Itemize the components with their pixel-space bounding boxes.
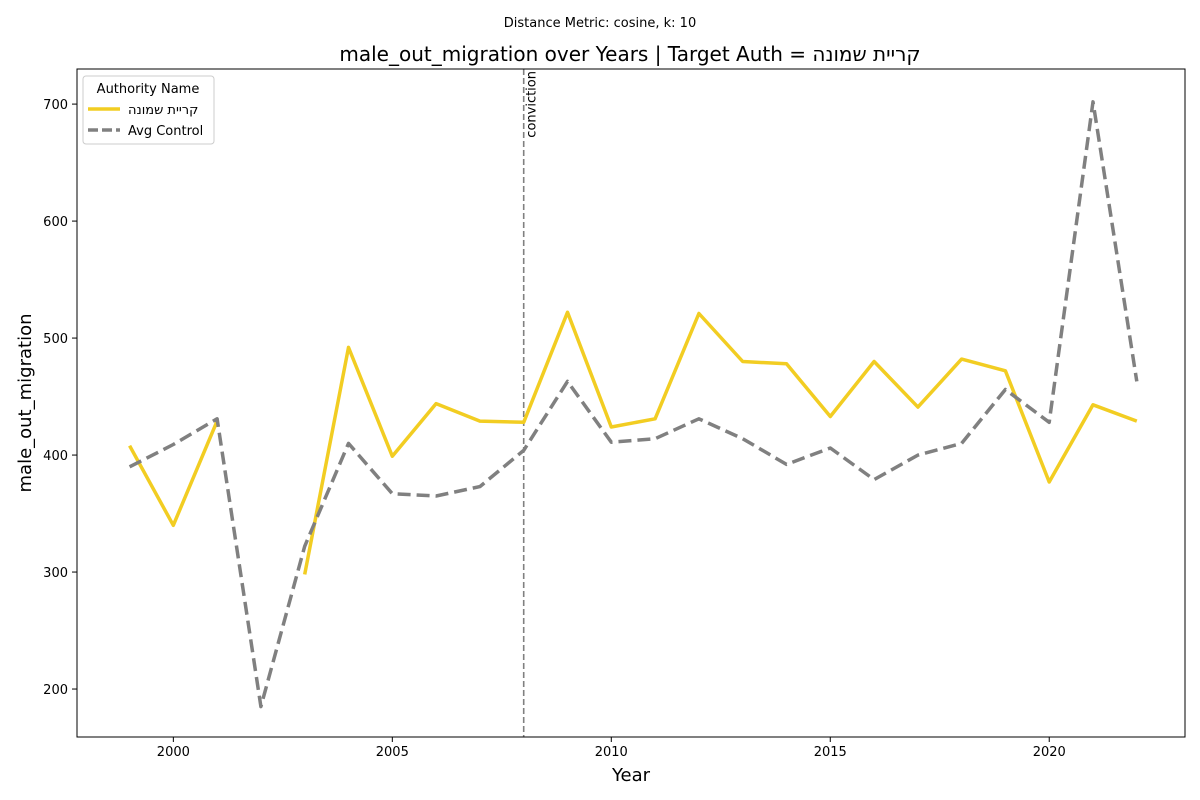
- x-tick-label-2005: 2005: [376, 745, 409, 760]
- x-tick-label-2020: 2020: [1033, 745, 1066, 760]
- series-layer: [128, 100, 1139, 709]
- chart-suptitle: Distance Metric: cosine, k: 10: [504, 16, 696, 31]
- legend-box: [82, 75, 215, 145]
- annotation-layer: conviction: [522, 69, 540, 737]
- legend-label-1: Avg Control: [128, 124, 203, 139]
- y-tick-label-600: 600: [43, 215, 68, 230]
- x-tick-label-2010: 2010: [595, 745, 628, 760]
- y-tick-label-400: 400: [43, 449, 68, 464]
- legend-label-0: קריית שמונה: [128, 103, 198, 118]
- plot-area: conviction: [76, 68, 1186, 738]
- conviction-label: conviction: [525, 71, 540, 138]
- y-tick-label-700: 700: [43, 98, 68, 113]
- chart-title: male_out_migration over Years | Target A…: [339, 42, 920, 66]
- y-tick-label-300: 300: [43, 566, 68, 581]
- y-tick-label-200: 200: [43, 683, 68, 698]
- legend-title: Authority Name: [97, 82, 200, 97]
- y-axis-label: male_out_migration: [15, 314, 36, 493]
- x-tick-label-2015: 2015: [814, 745, 847, 760]
- x-tick-label-2000: 2000: [157, 745, 190, 760]
- plot-frame: [76, 68, 1186, 738]
- series-line-1: [128, 100, 1139, 709]
- y-tick-label-500: 500: [43, 332, 68, 347]
- x-axis: 2000 2005 2010 2015 2020: [157, 737, 1066, 760]
- y-axis: 200 300 400 500 600 700: [43, 98, 77, 698]
- series-line-0: [128, 310, 1138, 575]
- legend: Authority Name קריית שמונה Avg Control: [82, 75, 215, 145]
- x-axis-label: Year: [611, 765, 651, 786]
